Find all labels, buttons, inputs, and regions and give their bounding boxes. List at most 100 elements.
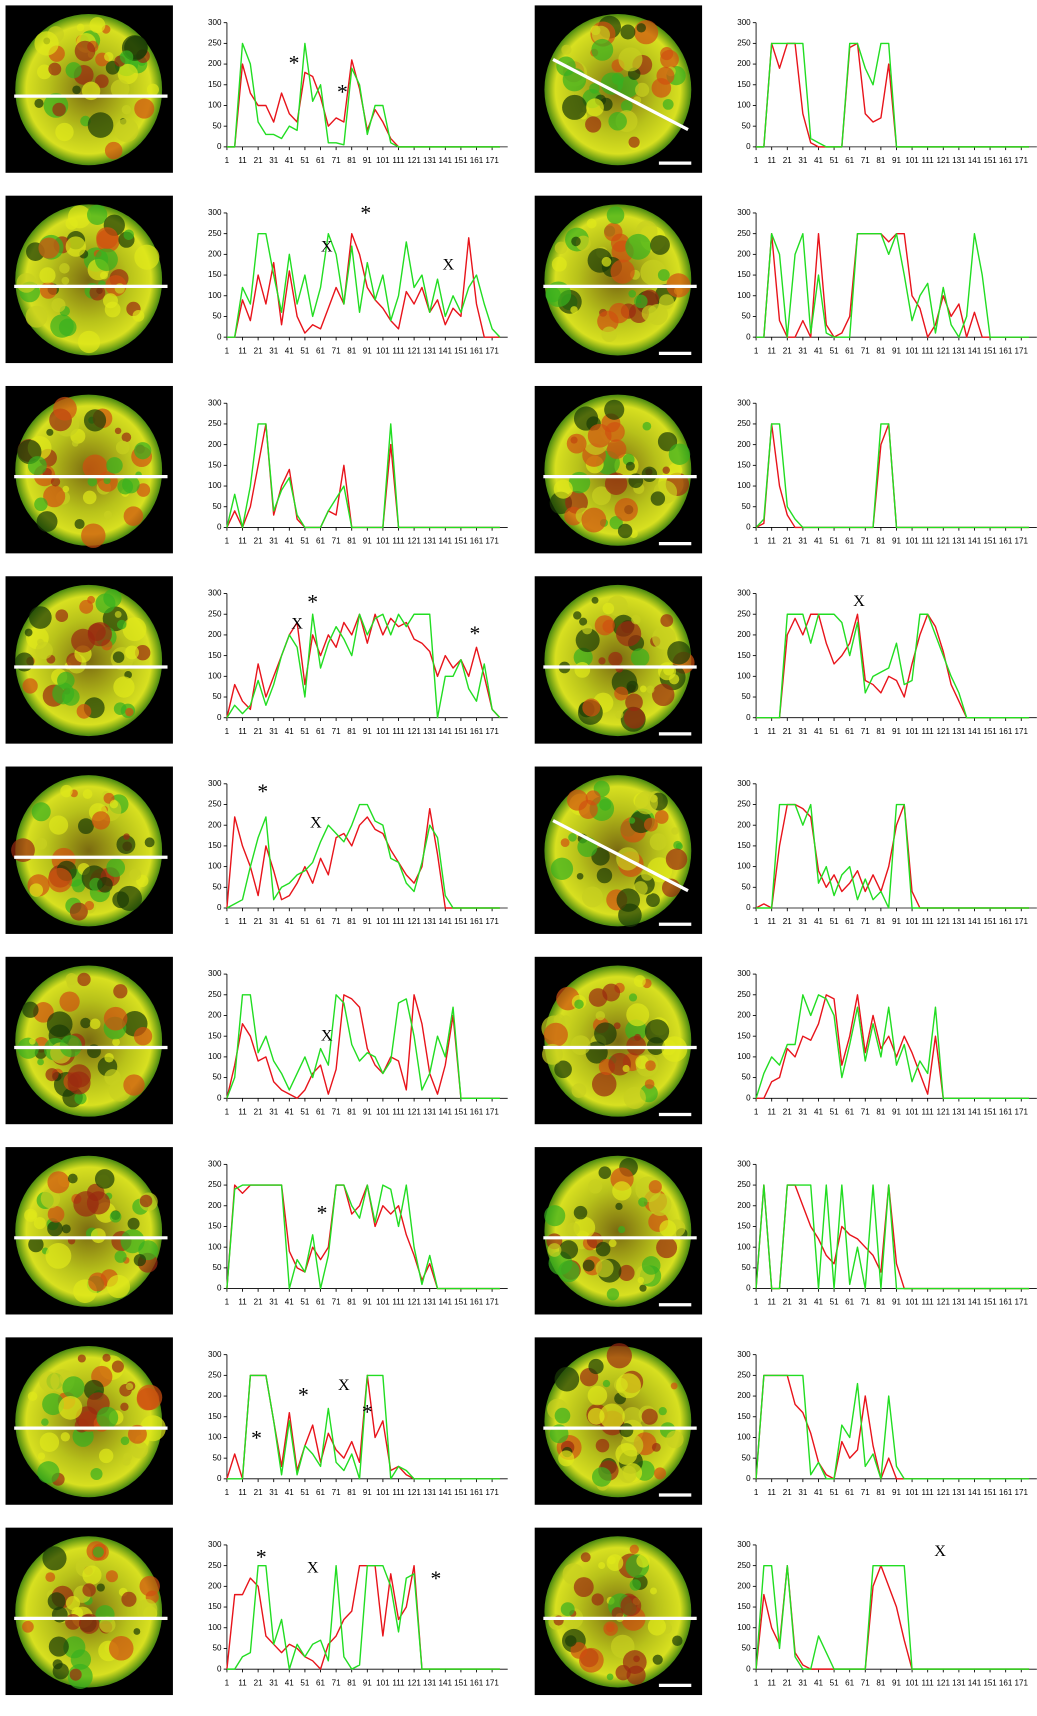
cell-texture xyxy=(78,818,94,834)
x-tick-label: 101 xyxy=(905,1298,919,1307)
annotation: X xyxy=(321,237,333,255)
cell-texture xyxy=(104,52,113,61)
cell-texture xyxy=(586,790,601,805)
cell-texture xyxy=(634,20,658,44)
data-line xyxy=(227,995,500,1098)
x-tick-label: 41 xyxy=(285,156,294,165)
x-tick-label: 101 xyxy=(905,346,919,355)
cell-texture xyxy=(620,24,635,39)
y-tick-label: 150 xyxy=(208,1602,222,1611)
x-tick-label: 151 xyxy=(983,1107,997,1116)
cell-texture xyxy=(121,1436,130,1445)
cell-texture xyxy=(34,498,47,511)
y-tick-label: 100 xyxy=(737,1052,751,1061)
y-tick-label: 250 xyxy=(208,990,222,999)
x-tick-label: 81 xyxy=(876,727,885,736)
x-tick-label: 131 xyxy=(423,156,437,165)
x-tick-label: 61 xyxy=(845,1107,854,1116)
line-chart: 0501001502002503001112131415161718191101… xyxy=(737,1540,1037,1687)
cell-texture xyxy=(631,615,641,625)
x-tick-label: 41 xyxy=(285,917,294,926)
x-tick-label: 81 xyxy=(347,727,356,736)
x-tick-label: 111 xyxy=(922,1298,935,1307)
cell-texture xyxy=(671,827,678,834)
x-tick-label: 71 xyxy=(332,1298,341,1307)
y-tick-label: 250 xyxy=(208,800,222,809)
x-tick-label: 21 xyxy=(783,537,792,546)
y-tick-label: 250 xyxy=(737,419,751,428)
x-tick-label: 101 xyxy=(376,537,390,546)
x-tick-label: 81 xyxy=(876,1678,885,1687)
cell-texture xyxy=(85,901,94,910)
y-tick-label: 250 xyxy=(737,39,751,48)
x-tick-label: 61 xyxy=(845,537,854,546)
cell-texture xyxy=(577,873,584,880)
cell-texture xyxy=(37,1059,44,1066)
x-tick-label: 161 xyxy=(999,727,1013,736)
x-tick-label: 131 xyxy=(423,346,437,355)
cell-texture xyxy=(581,1552,591,1562)
cell-texture xyxy=(561,1015,570,1024)
cell-texture xyxy=(93,1546,104,1557)
x-tick-label: 1 xyxy=(225,1298,230,1307)
x-tick-label: 51 xyxy=(830,1107,839,1116)
cell-texture xyxy=(121,1592,136,1607)
data-line xyxy=(227,43,500,146)
cell-texture xyxy=(656,67,674,85)
x-tick-label: 131 xyxy=(952,1298,966,1307)
cell-texture xyxy=(653,1655,663,1665)
y-tick-label: 100 xyxy=(208,1052,222,1061)
y-tick-label: 200 xyxy=(737,59,751,68)
cell-texture xyxy=(642,467,657,482)
micrograph xyxy=(535,1528,702,1695)
x-tick-label: 21 xyxy=(254,537,263,546)
y-tick-label: 100 xyxy=(737,1433,751,1442)
cell-texture xyxy=(62,1224,71,1233)
x-tick-label: 11 xyxy=(767,917,776,926)
cell-texture xyxy=(87,596,95,604)
cell-texture xyxy=(95,1169,115,1189)
x-tick-label: 141 xyxy=(439,1488,453,1497)
cell-texture xyxy=(562,95,587,120)
cell-texture xyxy=(625,234,651,260)
cell-texture xyxy=(567,434,587,454)
line-chart: 0501001502002503001112131415161718191101… xyxy=(737,1350,1037,1497)
cell-texture xyxy=(634,1034,641,1041)
x-tick-label: 121 xyxy=(937,1107,951,1116)
y-tick-label: 250 xyxy=(208,229,222,238)
cell-texture xyxy=(133,1628,140,1635)
x-tick-label: 1 xyxy=(754,1107,759,1116)
x-tick-label: 111 xyxy=(922,1488,935,1497)
cell-texture xyxy=(106,457,123,474)
x-tick-label: 1 xyxy=(754,917,759,926)
x-tick-label: 171 xyxy=(1015,1298,1029,1307)
x-tick-label: 11 xyxy=(767,1298,776,1307)
x-tick-label: 141 xyxy=(968,1488,982,1497)
y-tick-label: 50 xyxy=(742,1453,751,1462)
cell-texture xyxy=(624,707,645,728)
x-tick-label: 131 xyxy=(423,537,437,546)
x-tick-label: 11 xyxy=(767,346,776,355)
cell-texture xyxy=(645,1060,656,1071)
x-tick-label: 21 xyxy=(254,156,263,165)
data-line xyxy=(756,1185,1029,1288)
cell-texture xyxy=(84,409,106,431)
micrograph xyxy=(535,957,702,1124)
micrograph xyxy=(535,767,702,934)
y-tick-label: 0 xyxy=(217,1284,222,1293)
cell-texture xyxy=(58,1396,82,1420)
x-tick-label: 151 xyxy=(983,156,997,165)
y-tick-label: 100 xyxy=(208,1433,222,1442)
x-tick-label: 51 xyxy=(300,346,309,355)
cell-texture xyxy=(96,227,118,249)
x-tick-label: 81 xyxy=(347,1488,356,1497)
cell-texture xyxy=(41,1418,49,1426)
x-tick-label: 141 xyxy=(968,727,982,736)
x-tick-label: 41 xyxy=(285,1678,294,1687)
cell-texture xyxy=(71,629,95,653)
x-tick-label: 41 xyxy=(285,1298,294,1307)
y-tick-label: 200 xyxy=(208,1011,222,1020)
cell-texture xyxy=(663,99,674,110)
data-line xyxy=(756,1566,1029,1669)
cell-texture xyxy=(125,645,139,659)
